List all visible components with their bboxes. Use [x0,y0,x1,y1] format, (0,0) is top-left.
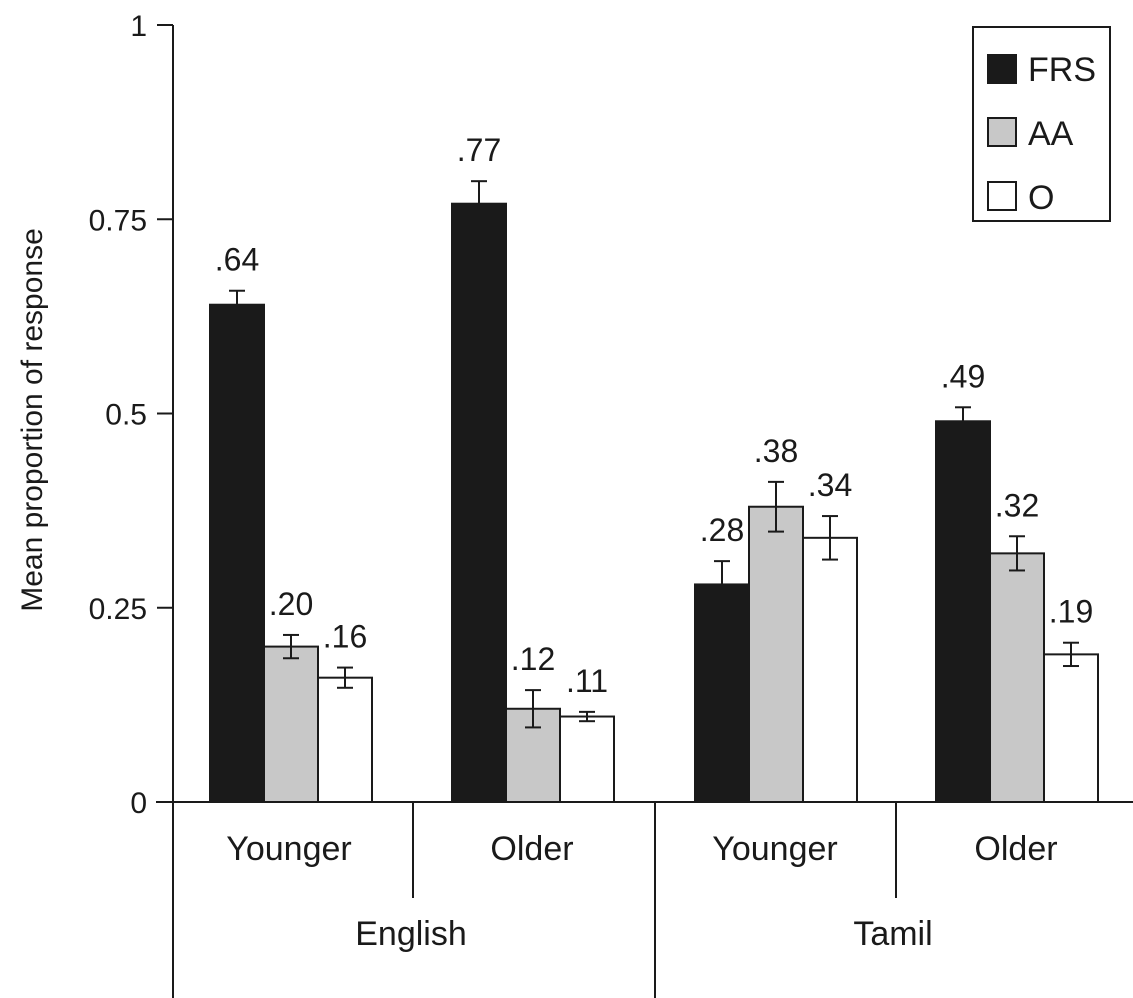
bar-o [559,715,615,804]
data-label: .11 [566,663,608,699]
legend-label-aa: AA [1028,115,1074,153]
data-label: .77 [457,132,501,168]
bar-aa [748,505,804,803]
data-label: .28 [700,512,744,548]
category-label: Older [490,830,573,868]
data-label: .12 [511,641,555,677]
legend-label-frs: FRS [1028,51,1096,89]
y-tick-label: 0.25 [89,593,147,626]
y-tick-label: 0.5 [105,399,147,432]
bar-aa [989,552,1045,803]
legend-swatch-frs [987,54,1017,84]
bar-o [1043,653,1099,803]
y-tick-label: 0.75 [89,204,147,237]
bar-frs [694,583,750,803]
bar-o [802,536,858,803]
bar-o [317,676,373,803]
data-label: .38 [754,433,798,469]
bar-frs [935,420,991,803]
data-label: .16 [323,619,367,655]
legend-swatch-aa [987,117,1017,147]
data-label: .34 [808,467,852,503]
data-label: .32 [995,487,1039,523]
bar-frs [451,202,507,803]
data-label: .19 [1049,594,1093,630]
data-label: .49 [941,358,985,394]
data-label: .20 [269,586,313,622]
y-axis-label: Mean proportion of response [16,228,49,612]
data-label: .64 [215,242,259,278]
y-tick-label: 0 [130,787,147,820]
bar-aa [263,645,319,803]
legend-swatch-o [987,181,1017,211]
group-label: Tamil [853,915,932,953]
legend-label-o: O [1028,179,1054,217]
category-label: Younger [226,830,351,868]
bar-frs [209,303,265,803]
group-label: English [355,915,467,953]
y-tick-label: 1 [130,10,147,43]
category-label: Younger [712,830,837,868]
category-label: Older [974,830,1057,868]
